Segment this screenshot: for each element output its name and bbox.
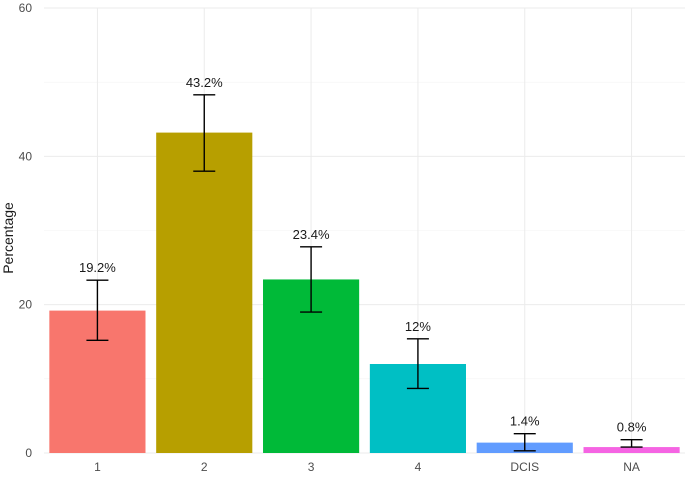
y-tick-label: 20 [19, 298, 33, 312]
bars [49, 132, 680, 453]
data-label: 12% [405, 319, 431, 334]
error-bar-1 [86, 279, 109, 341]
data-label: 0.8% [617, 420, 647, 435]
x-tick-label: 1 [94, 460, 101, 474]
error-bars [86, 94, 643, 452]
x-tick-label: 4 [415, 460, 422, 474]
error-bar-na [620, 438, 643, 448]
data-label: 43.2% [186, 75, 223, 90]
data-label: 23.4% [293, 227, 330, 242]
data-label: 19.2% [79, 260, 116, 275]
data-label: 1.4% [510, 414, 540, 429]
error-bar-2 [193, 94, 216, 172]
x-tick-label: 2 [201, 460, 208, 474]
bar-2 [156, 132, 253, 453]
x-tick-label: NA [623, 460, 640, 474]
y-tick-label: 60 [19, 1, 33, 15]
x-tick-label: DCIS [510, 460, 539, 474]
x-axis-ticks: 1 2 3 4 DCIS NA [94, 460, 640, 474]
x-tick-label: 3 [308, 460, 315, 474]
error-bar-dcis [513, 433, 536, 452]
y-axis-ticks: 0 20 40 60 [19, 1, 33, 460]
y-tick-label: 0 [25, 446, 32, 460]
error-bar-3 [300, 246, 323, 313]
data-labels: 19.2% 43.2% 23.4% 12% 1.4% 0.8% [79, 75, 647, 435]
y-tick-label: 40 [19, 149, 33, 163]
y-axis-title: Percentage [0, 202, 16, 274]
bar-na [583, 447, 680, 453]
error-bar-4 [406, 338, 429, 390]
